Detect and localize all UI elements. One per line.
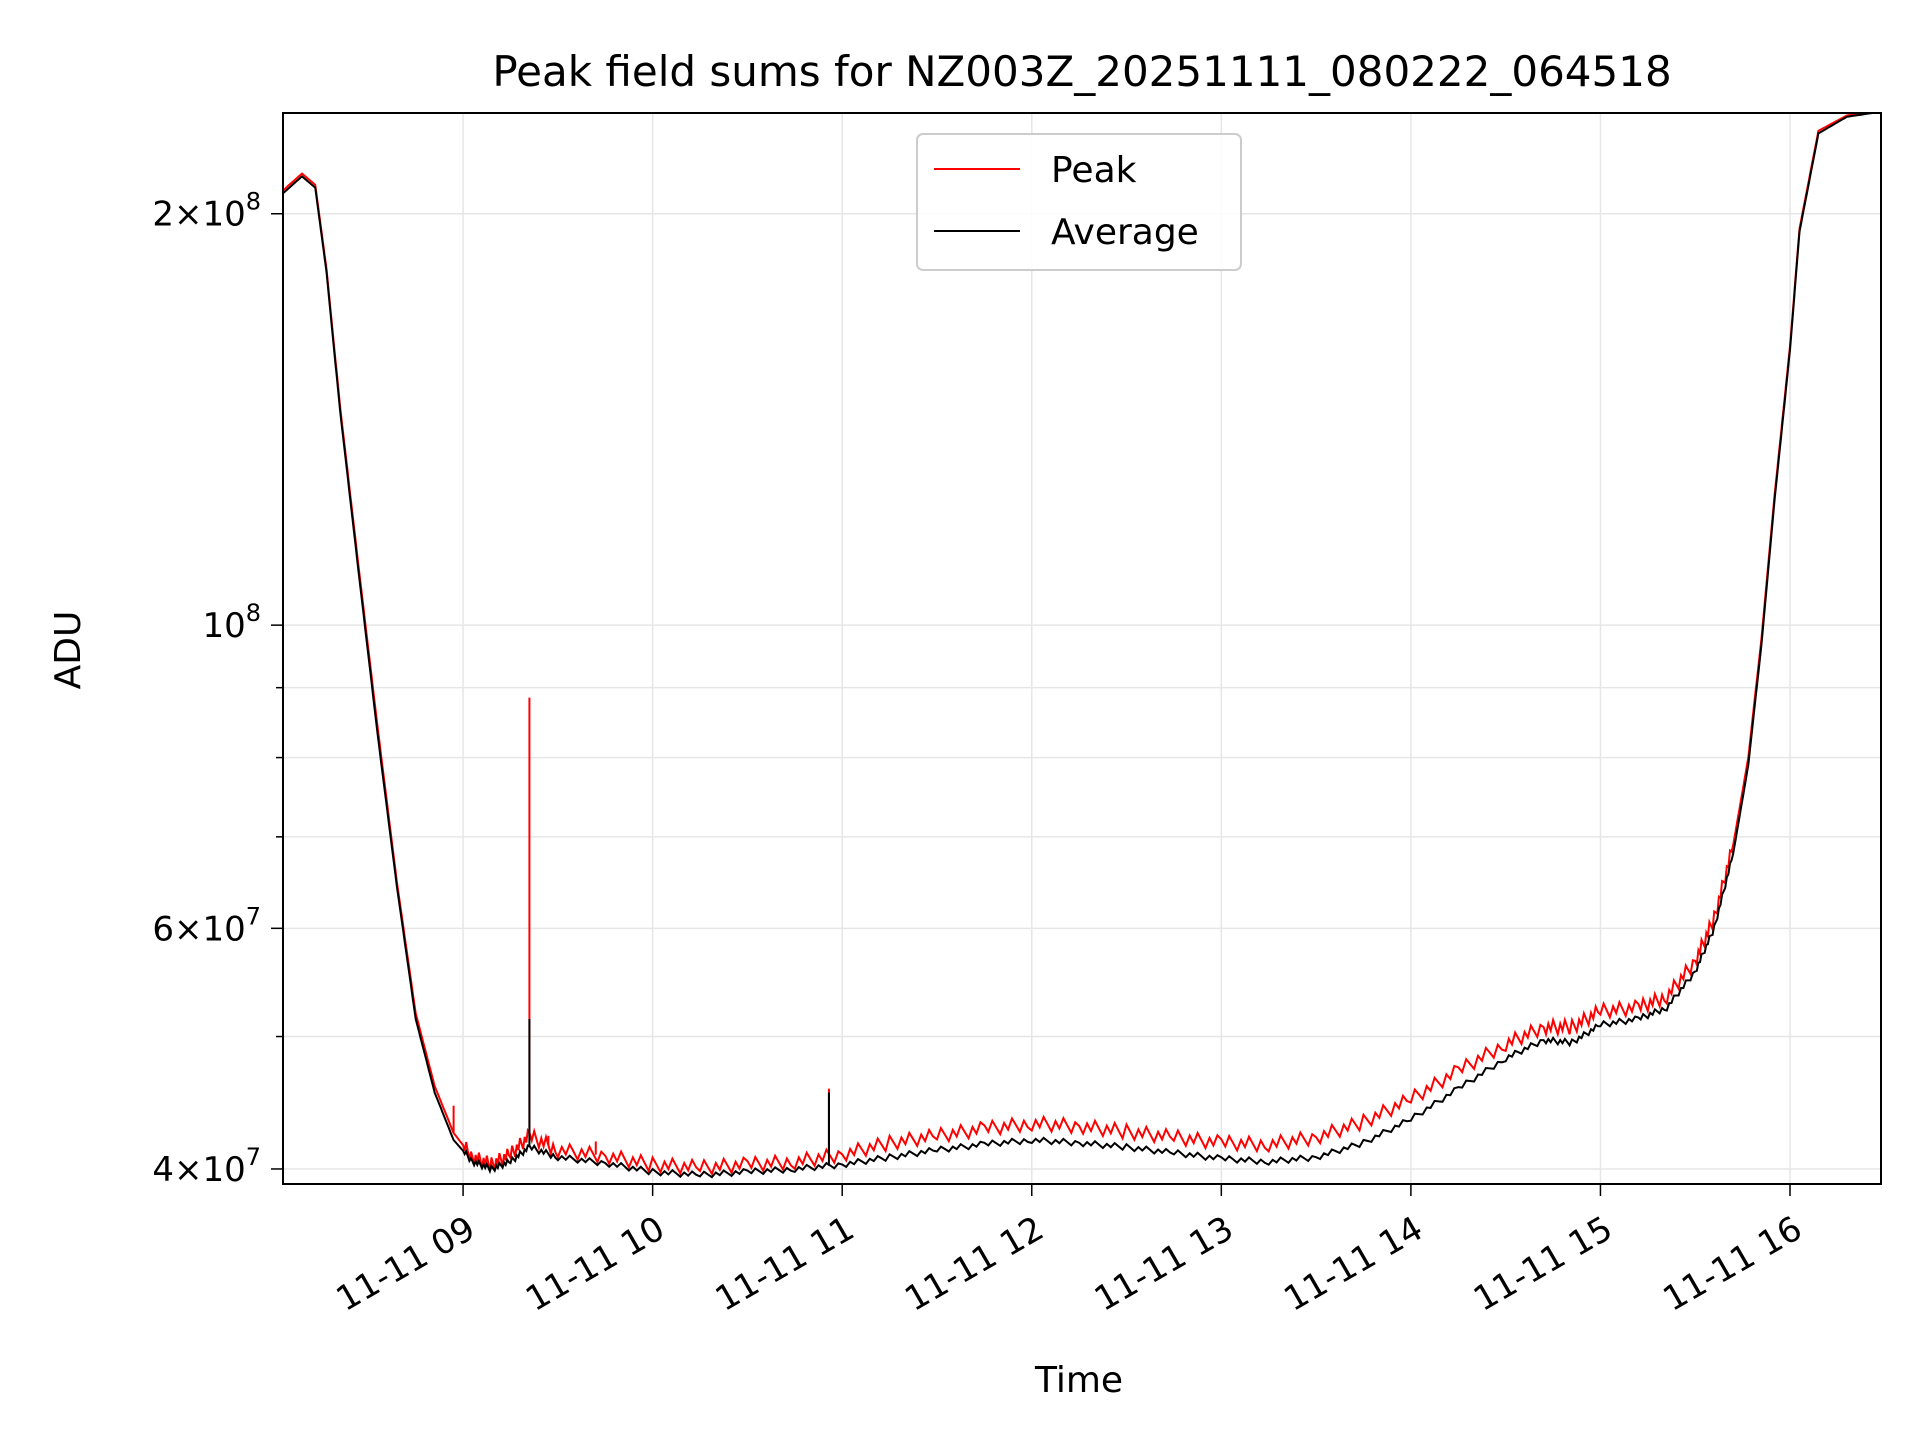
plot-frame [282,112,1882,1185]
series-layer [283,113,1880,1179]
x-axis-label: Time [1034,1360,1123,1401]
chart-title: Peak field sums for NZ003Z_20251111_0802… [492,47,1671,96]
legend-average-label: Average [1051,212,1199,253]
grid [283,113,1881,1184]
y-tick-label-3: 2×108 [152,188,261,235]
y-axis-label: ADU [48,611,89,690]
legend: Peak Average [916,133,1242,271]
y-tick-label-0: 4×107 [152,1143,261,1190]
y-tick-label-1: 6×107 [152,902,261,949]
series-line-peak [283,113,1872,1177]
series-line-average [283,113,1880,1179]
legend-peak-label: Peak [1051,150,1137,191]
